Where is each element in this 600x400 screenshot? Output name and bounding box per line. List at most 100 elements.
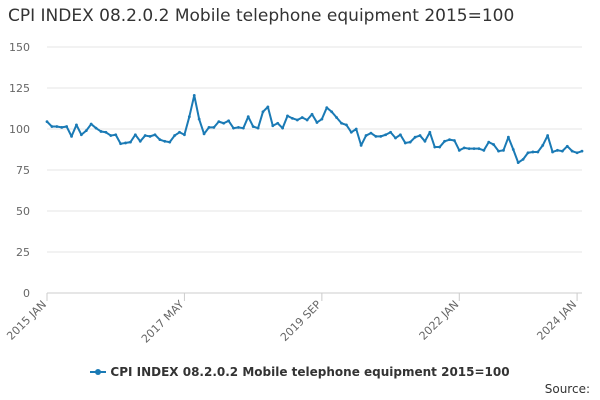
data-point: [359, 144, 363, 147]
data-point: [197, 117, 201, 121]
data-point: [575, 151, 579, 155]
data-point: [173, 134, 177, 137]
data-point: [526, 151, 530, 155]
data-point: [178, 130, 181, 134]
y-tick-label: 100: [9, 123, 30, 136]
data-point: [124, 141, 127, 145]
data-point: [457, 148, 461, 152]
data-point: [237, 125, 240, 129]
data-point: [55, 125, 59, 128]
data-point: [408, 140, 412, 144]
data-point: [492, 143, 496, 146]
x-axis: 2015 JAN 2017 MAY 2019 SEP 2022 JAN 2024 JAN: [4, 293, 579, 346]
legend[interactable]: CPI INDEX 08.2.0.2 Mobile telephone equi…: [0, 365, 600, 380]
data-point: [227, 119, 231, 123]
data-point: [556, 148, 559, 152]
data-point: [521, 157, 525, 161]
data-point: [403, 141, 407, 145]
data-point: [207, 125, 211, 129]
y-tick-label: 50: [16, 205, 30, 218]
legend-marker-icon: [90, 367, 107, 377]
data-point: [398, 133, 402, 137]
data-point: [266, 105, 270, 109]
data-point: [551, 150, 554, 154]
data-point: [487, 140, 491, 144]
data-point: [335, 116, 338, 119]
data-point: [448, 138, 451, 142]
data-point: [472, 147, 476, 151]
data-point: [570, 149, 574, 153]
gridlines: [47, 46, 582, 294]
data-point: [75, 123, 78, 127]
data-point: [384, 133, 388, 137]
data-point: [546, 134, 550, 137]
data-point: [379, 134, 383, 138]
x-tick-label: 2024 JAN: [534, 298, 579, 343]
data-point: [565, 144, 569, 148]
data-point: [369, 131, 373, 135]
x-tick-label: 2017 MAY: [139, 298, 187, 346]
data-point: [295, 118, 299, 122]
data-point: [305, 118, 309, 122]
data-point: [256, 126, 260, 130]
data-point: [511, 148, 515, 151]
data-point: [94, 126, 98, 130]
x-tick-label: 2022 JAN: [417, 298, 462, 343]
data-point: [364, 134, 368, 137]
source-credit: Source:: [544, 382, 590, 396]
legend-label: CPI INDEX 08.2.0.2 Mobile telephone equi…: [110, 365, 510, 379]
x-tick-label: 2015 JAN: [4, 298, 49, 343]
data-point: [389, 130, 392, 134]
data-point: [560, 149, 564, 153]
data-point: [232, 126, 235, 130]
data-point: [536, 150, 540, 154]
data-point: [60, 125, 64, 129]
data-point: [516, 161, 520, 165]
data-point: [217, 120, 221, 124]
data-point: [276, 121, 280, 125]
data-point: [187, 115, 191, 119]
line-chart: 0 25 50 75 100 125 150 2015 JAN 2017 MAY 2019 SE…: [4, 41, 584, 346]
data-point: [158, 138, 162, 142]
data-point: [133, 133, 137, 137]
data-point: [418, 134, 422, 137]
data-point: [192, 93, 196, 97]
data-point: [502, 148, 505, 152]
data-point: [50, 125, 54, 128]
data-point: [315, 121, 319, 124]
y-tick-label: 0: [23, 287, 30, 300]
data-point: [580, 149, 584, 153]
data-point: [291, 116, 294, 120]
data-point: [129, 140, 132, 144]
data-point: [428, 130, 432, 134]
data-point: [443, 139, 446, 143]
data-point: [374, 134, 378, 138]
data-point: [241, 126, 245, 130]
data-point: [354, 127, 358, 131]
data-point: [168, 140, 172, 144]
data-point: [531, 150, 535, 154]
data-point: [45, 120, 49, 124]
data-point: [433, 145, 437, 149]
data-point: [286, 114, 289, 118]
data-point: [325, 106, 329, 110]
data-point: [300, 116, 304, 119]
data-point: [202, 132, 206, 136]
data-point: [138, 139, 142, 143]
data-point: [251, 125, 255, 128]
y-tick-label: 150: [9, 41, 30, 54]
chart-title: CPI INDEX 08.2.0.2 Mobile telephone equi…: [8, 6, 515, 26]
data-point: [99, 130, 103, 133]
data-point: [114, 133, 118, 137]
data-point: [143, 134, 147, 137]
data-point: [462, 146, 466, 150]
data-point: [109, 134, 113, 137]
data-point: [148, 134, 152, 138]
data-point: [79, 133, 83, 137]
data-point: [70, 134, 73, 138]
data-point: [153, 133, 157, 137]
data-point: [271, 124, 275, 128]
data-point: [452, 139, 456, 142]
legend-item[interactable]: CPI INDEX 08.2.0.2 Mobile telephone equi…: [90, 365, 510, 379]
data-point: [119, 142, 123, 146]
